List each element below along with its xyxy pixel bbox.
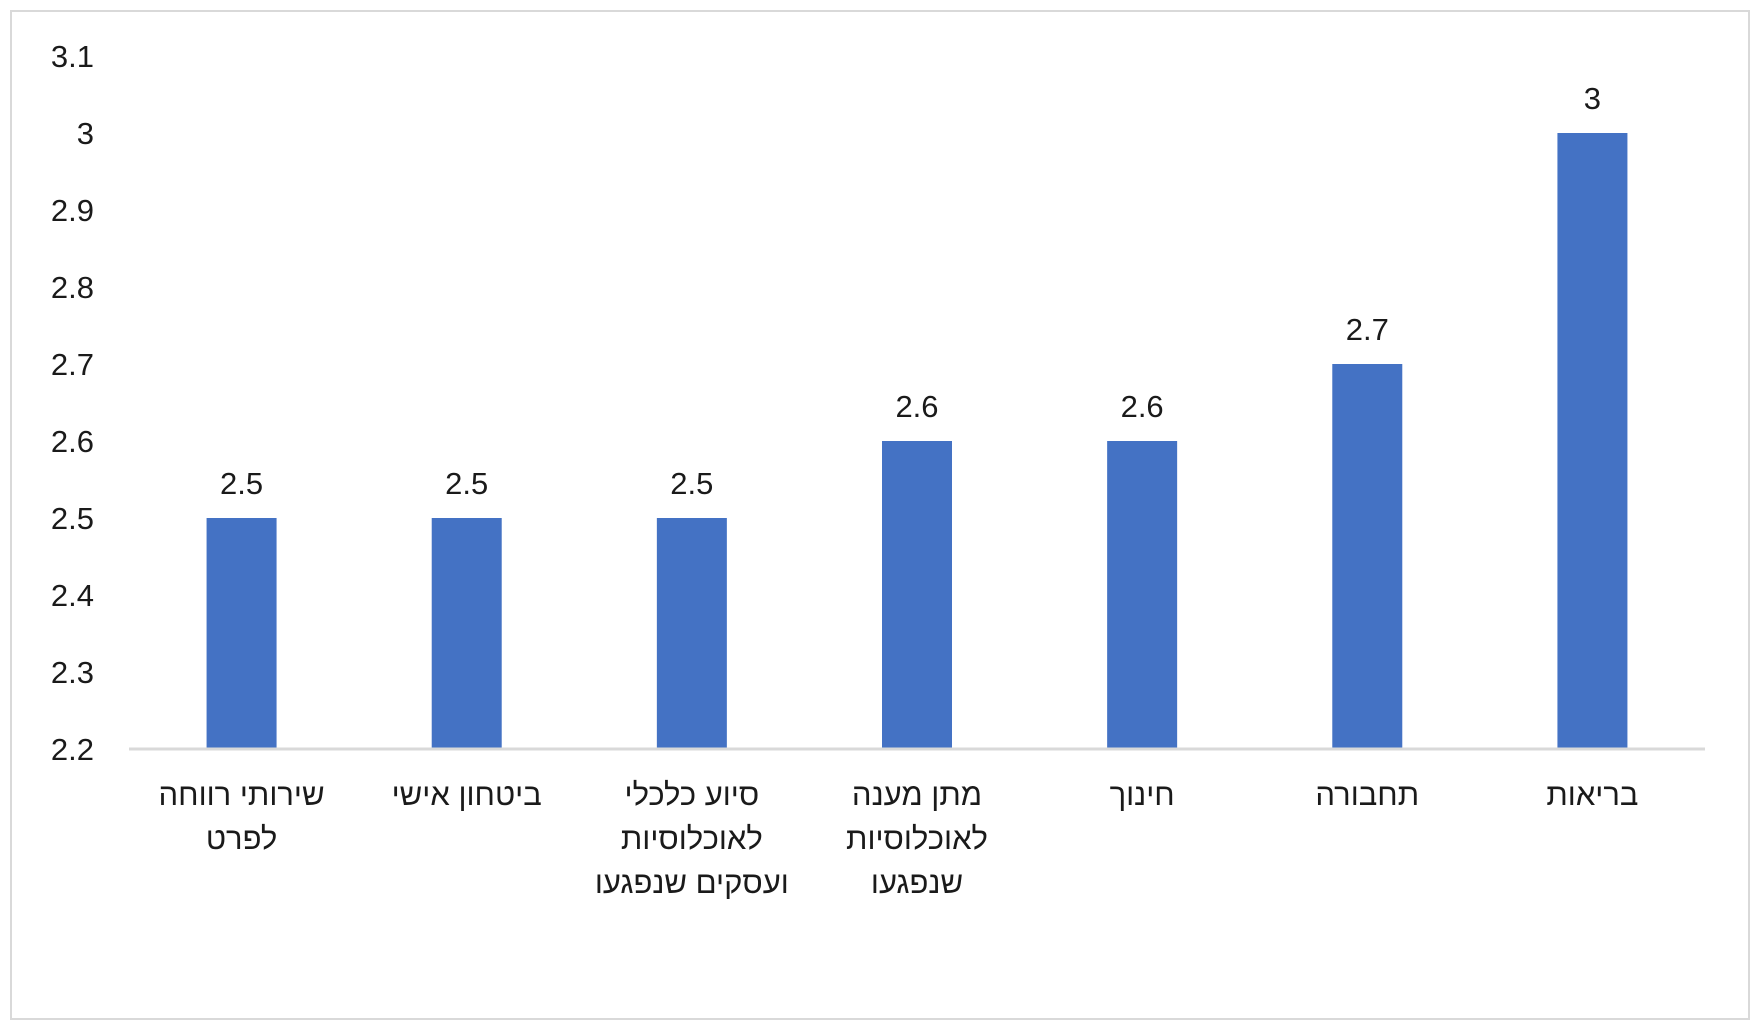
bar — [1332, 364, 1403, 749]
category-label: בריאות — [1546, 777, 1638, 812]
y-tick-label: 2.9 — [51, 193, 94, 228]
category-label-line: שנפגעו — [871, 865, 963, 900]
category-label-line: לפרט — [206, 821, 278, 856]
category-label: מתן מענה לאוכלוסיות שנפגעו — [846, 777, 988, 900]
chart-frame: 2.2 2.3 2.4 2.5 2.6 2.7 2.8 2.9 3 3.1 2.5 2.5 2.5 2.… — [10, 10, 1750, 1020]
category-label-line: סיוע כלכלי — [625, 777, 760, 812]
bar — [431, 518, 502, 749]
bar — [656, 518, 727, 749]
category-label-line: ועסקים שנפגעו — [595, 865, 789, 900]
bar — [206, 518, 277, 749]
category-label: ביטחון אישי — [392, 777, 542, 812]
y-tick-label: 2.8 — [51, 270, 94, 305]
y-tick-label: 2.4 — [51, 578, 94, 613]
y-tick-label: 2.6 — [51, 424, 94, 459]
y-tick-label: 2.3 — [51, 655, 94, 690]
data-labels: 2.5 2.5 2.5 2.6 2.6 2.7 3 — [220, 81, 1601, 501]
category-label-line: מתן מענה — [852, 777, 982, 812]
bar-chart: 2.22.32.42.52.62.72.82.933.1 2.5 2.5 2.52.… — [51, 39, 1705, 900]
data-label: 2.6 — [895, 389, 938, 424]
category-label: שירותי רווחה לפרט — [159, 777, 325, 856]
y-tick-label: 3.1 — [51, 39, 94, 74]
data-label: 2.5 — [670, 466, 713, 501]
data-label: 2.5 — [445, 466, 488, 501]
category-label-line: בריאות — [1546, 777, 1638, 812]
category-labels: שירותי רווחה לפרט ביטחון אישי סיוע כלכלי לאו… — [159, 777, 1639, 900]
y-tick-label: 2.2 — [51, 732, 94, 767]
category-label-line: תחבורה — [1315, 777, 1419, 812]
bar — [882, 441, 952, 749]
category-label: חינוך — [1110, 777, 1175, 812]
data-label: 2.5 — [220, 466, 263, 501]
bar — [1557, 133, 1628, 749]
category-label: תחבורה — [1315, 777, 1419, 812]
category-label-line: ביטחון אישי — [392, 777, 542, 812]
data-label: 3 — [1584, 81, 1601, 116]
category-label: סיוע כלכלי לאוכלוסיות ועסקים שנפגעו — [595, 777, 789, 900]
y-axis-tick-labels: 2.2 2.3 2.4 2.5 2.6 2.7 2.8 2.9 3 3.1 — [51, 39, 94, 767]
y-tick-label: 2.5 — [51, 501, 94, 536]
category-label-line: לאוכלוסיות — [621, 821, 763, 856]
category-label-line: שירותי רווחה — [159, 777, 325, 812]
y-tick-label: 3 — [77, 116, 94, 151]
category-label-line: לאוכלוסיות — [846, 821, 988, 856]
category-label-line: חינוך — [1110, 777, 1175, 812]
bar — [1107, 441, 1178, 749]
data-label: 2.6 — [1121, 389, 1164, 424]
y-tick-label: 2.7 — [51, 347, 94, 382]
bars — [206, 133, 1628, 749]
data-label: 2.7 — [1346, 312, 1389, 347]
